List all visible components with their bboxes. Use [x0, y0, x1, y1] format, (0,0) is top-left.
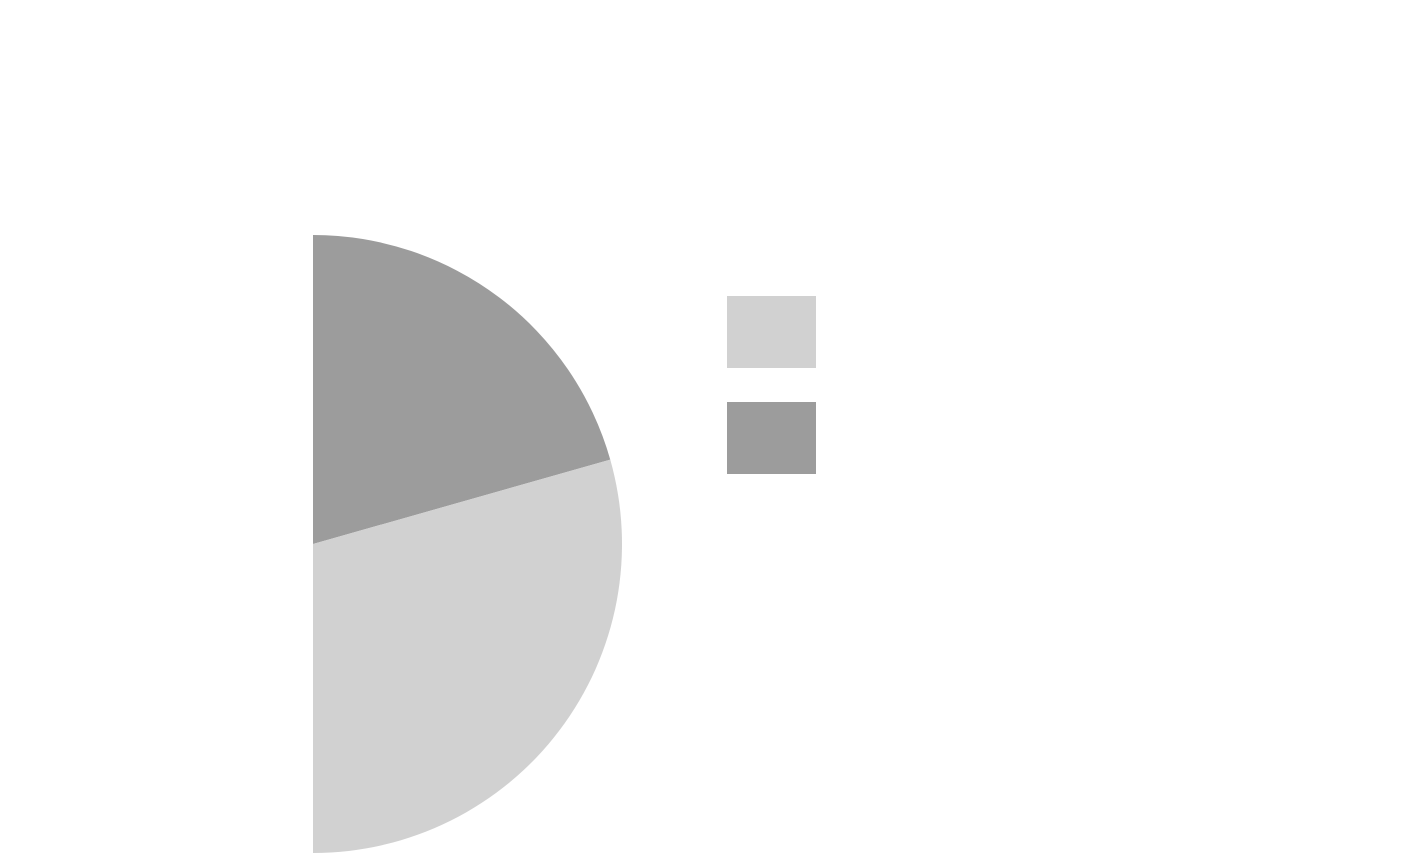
legend-swatch-1 [727, 296, 816, 368]
legend-swatch-2 [727, 402, 816, 474]
pie-slice-1 [313, 235, 611, 544]
pie-slice-2 [313, 459, 622, 853]
pie-slices [313, 235, 622, 853]
legend [727, 296, 816, 474]
